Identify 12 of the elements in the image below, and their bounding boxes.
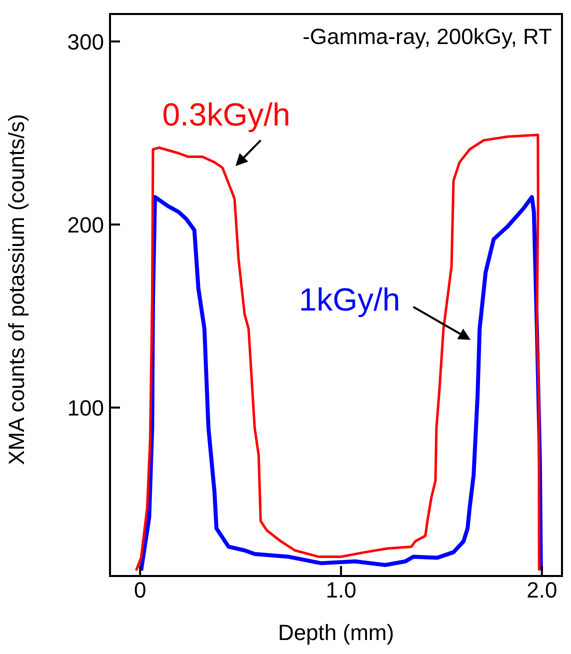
annotation: -Gamma-ray, 200kGy, RT: [302, 24, 552, 49]
y-tick-label: 100: [67, 395, 104, 420]
x-tick-label: 0: [134, 578, 146, 603]
text: 1kGy/h: [298, 282, 400, 318]
x-tick-label: 1.0: [326, 578, 356, 603]
y-tick-label: 300: [67, 29, 104, 54]
line-series: [134, 134, 540, 572]
series-label: 0.3kGy/h: [162, 96, 290, 133]
x-axis-title: Depth (mm): [278, 620, 394, 645]
y-axis-title: XMA counts of potassium (counts/s): [4, 114, 29, 465]
x-tick-label: 2.0: [526, 578, 558, 603]
y-tick-label: 200: [67, 212, 104, 238]
